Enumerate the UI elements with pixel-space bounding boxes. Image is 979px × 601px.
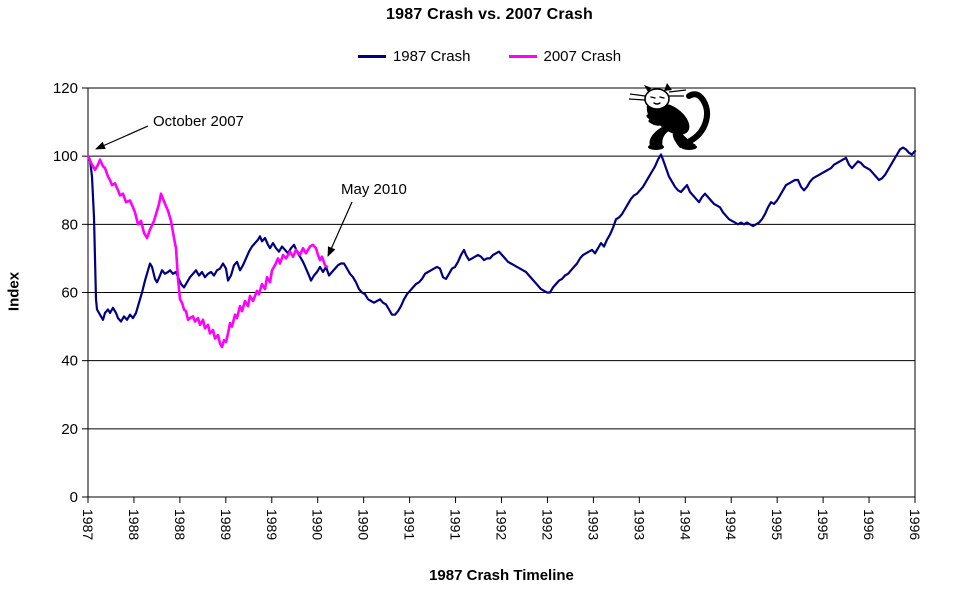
gridlines	[88, 87, 915, 498]
axes	[82, 87, 916, 503]
annotation-arrows	[95, 125, 353, 257]
annotation-arrow-1	[327, 201, 353, 257]
x-tick-label-1-1988: 1988	[126, 509, 142, 540]
x-tick-label-2-1988: 1988	[172, 509, 188, 540]
x-tick-label-11-1993: 1993	[585, 509, 601, 540]
x-tick-label-17-1996: 1996	[861, 509, 877, 540]
y-tick-label-20: 20	[61, 421, 78, 438]
data-series-lines	[86, 146, 917, 349]
x-tick-label-9-1992: 1992	[494, 509, 510, 540]
x-tick-label-0-1987: 1987	[80, 509, 96, 540]
black-cat-clipart-icon	[628, 83, 710, 150]
series-line-2007-crash	[86, 154, 329, 349]
y-tick-label-80: 80	[61, 216, 78, 233]
x-tick-label-16-1995: 1995	[815, 509, 831, 540]
y-axis-tick-labels: 0 20 40 60 80 100 120	[53, 80, 78, 506]
chart-title: 1987 Crash vs. 2007 Crash	[386, 6, 593, 23]
x-tick-label-10-1992: 1992	[539, 509, 555, 540]
y-axis-title: Index	[5, 271, 23, 312]
x-tick-label-18-1996: 1996	[907, 509, 923, 540]
x-axis-title: 1987 Crash Timeline	[429, 567, 574, 584]
x-tick-label-13-1994: 1994	[677, 509, 693, 540]
legend-label-2007: 2007 Crash	[543, 47, 622, 65]
y-tick-label-120: 120	[53, 80, 78, 97]
y-tick-label-0: 0	[70, 489, 78, 506]
legend-line-marker-1987	[357, 54, 386, 58]
legend-item-2007-crash: 2007 Crash	[508, 47, 622, 65]
annotation-may-2010: May 2010	[341, 181, 407, 198]
x-tick-label-8-1991: 1991	[448, 509, 464, 540]
x-tick-label-6-1990: 1990	[356, 509, 372, 540]
x-tick-label-4-1989: 1989	[264, 509, 280, 540]
legend: 1987 Crash 2007 Crash	[0, 46, 979, 66]
annotation-october-2007: October 2007	[153, 113, 244, 130]
x-tick-label-14-1994: 1994	[723, 509, 739, 540]
y-tick-label-100: 100	[53, 148, 78, 165]
x-tick-label-7-1991: 1991	[402, 509, 418, 540]
series-line-1987-crash	[86, 146, 917, 323]
legend-line-marker-2007	[508, 54, 537, 58]
x-tick-label-15-1995: 1995	[769, 509, 785, 540]
legend-label-1987: 1987 Crash	[392, 47, 471, 65]
x-tick-label-12-1993: 1993	[631, 509, 647, 540]
legend-item-1987-crash: 1987 Crash	[357, 47, 471, 65]
x-tick-label-5-1990: 1990	[310, 509, 326, 540]
x-axis-tick-labels: 1987 1988 1988 1989 1989 1990 1990 1991 1991 1992…	[80, 509, 923, 540]
annotation-arrow-0	[95, 125, 149, 150]
y-tick-label-60: 60	[61, 285, 78, 302]
x-tick-label-3-1989: 1989	[218, 509, 234, 540]
y-tick-label-40: 40	[61, 353, 78, 370]
